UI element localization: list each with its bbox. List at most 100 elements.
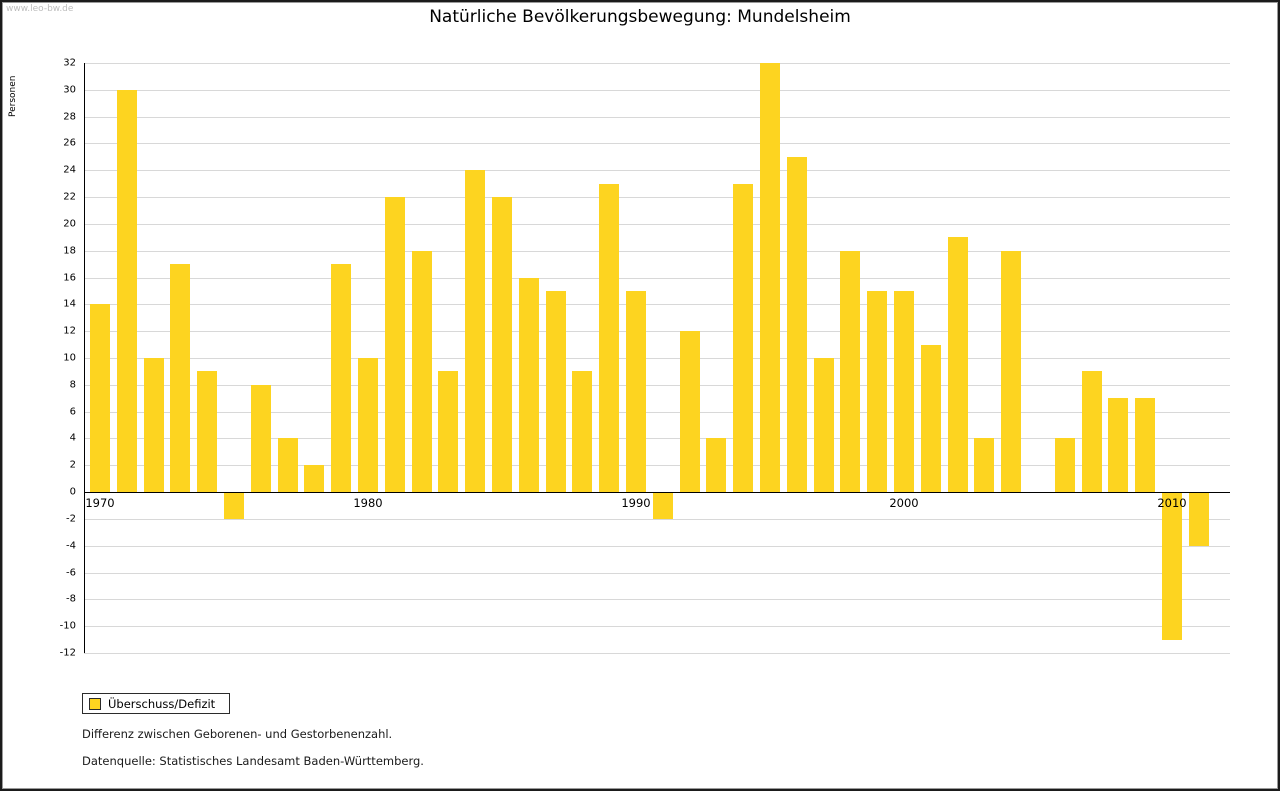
y-tick-label: -4 [66, 540, 76, 552]
watermark: www.leo-bw.de [6, 4, 74, 14]
bar-2009 [1135, 398, 1156, 493]
y-tick-label: 14 [63, 298, 76, 310]
gridline [84, 653, 1230, 654]
chart-title: Natürliche Bevölkerungsbewegung: Mundels… [429, 7, 851, 27]
y-tick-label: 4 [69, 432, 76, 444]
bar-2004 [1001, 250, 1022, 493]
x-tick-label: 1980 [353, 496, 383, 511]
y-tick-label: 12 [63, 325, 76, 337]
bar-1984 [465, 170, 486, 493]
y-tick-label: 20 [63, 218, 76, 230]
gridline [84, 465, 1230, 467]
bar-2003 [974, 438, 995, 493]
y-tick-label: 26 [63, 137, 76, 149]
bar-1976 [250, 384, 271, 493]
legend: Überschuss/Defizit [82, 693, 231, 714]
bar-2001 [920, 344, 941, 493]
bar-1994 [733, 183, 754, 493]
bar-1981 [384, 197, 405, 493]
gridline [84, 358, 1230, 359]
y-tick-label: 10 [63, 352, 76, 364]
bar-2007 [1081, 371, 1102, 493]
gridline [84, 599, 1230, 601]
y-tick-label: 0 [69, 486, 76, 498]
bar-2000 [894, 290, 914, 493]
x-tick-label: 2000 [889, 496, 919, 511]
bar-1971 [116, 89, 137, 493]
y-tick-label: 18 [63, 245, 76, 257]
bar-1983 [438, 371, 459, 493]
y-tick-label: 30 [63, 84, 76, 96]
bar-1986 [518, 277, 539, 493]
x-tick-label: 1970 [85, 496, 115, 511]
gridline [84, 170, 1230, 172]
gridline [84, 250, 1230, 252]
y-tick-label: 6 [69, 406, 76, 418]
y-tick-label: 16 [63, 272, 76, 284]
bar-1997 [813, 358, 834, 493]
bar-1988 [572, 371, 593, 493]
bar-2011 [1188, 492, 1209, 546]
y-tick-label: -12 [59, 647, 76, 659]
bar-1978 [304, 465, 325, 493]
gridline [84, 197, 1230, 199]
gridline [84, 223, 1230, 225]
bar-2010 [1162, 492, 1182, 640]
y-tick-label: -10 [59, 620, 76, 632]
y-axis-line [84, 63, 85, 653]
bar-1982 [411, 250, 432, 493]
gridline [84, 304, 1230, 306]
bar-1992 [679, 331, 700, 493]
bar-1985 [492, 197, 512, 493]
bar-1980 [358, 358, 378, 493]
bar-1990 [626, 290, 646, 493]
bar-1987 [545, 290, 566, 493]
gridline [84, 143, 1230, 145]
legend-swatch-icon [89, 697, 101, 710]
bar-1998 [840, 250, 861, 493]
bar-1989 [599, 183, 620, 493]
gridline [84, 63, 1230, 64]
bar-1979 [331, 264, 352, 493]
bar-1991 [652, 492, 673, 519]
gridline [84, 572, 1230, 574]
y-tick-label: 24 [63, 164, 76, 176]
bar-1972 [143, 358, 164, 493]
y-tick-label: 32 [63, 57, 76, 69]
gridline [84, 89, 1230, 91]
y-tick-label: -2 [66, 513, 76, 525]
y-tick-label: -8 [66, 593, 76, 605]
gridline [84, 545, 1230, 547]
bar-1993 [706, 438, 727, 493]
x-axis-line [84, 492, 1230, 494]
y-tick-label: 22 [63, 191, 76, 203]
bar-2008 [1108, 398, 1129, 493]
gridline [84, 411, 1230, 413]
bar-1974 [197, 371, 218, 493]
y-tick-label: 28 [63, 111, 76, 123]
x-tick-label: 2010 [1157, 496, 1187, 511]
x-tick-label: 1990 [621, 496, 651, 511]
bar-1977 [277, 438, 298, 493]
footnote-description: Differenz zwischen Geborenen- und Gestor… [82, 727, 393, 741]
gridline [84, 384, 1230, 386]
bar-1996 [786, 156, 807, 493]
bar-1973 [170, 264, 191, 493]
footnote-source: Datenquelle: Statistisches Landesamt Bad… [82, 754, 424, 768]
gridline [84, 518, 1230, 520]
gridline [84, 116, 1230, 118]
gridline [84, 331, 1230, 333]
y-tick-label: 8 [69, 379, 76, 391]
gridline [84, 626, 1230, 628]
legend-label: Überschuss/Defizit [108, 696, 216, 711]
gridline [84, 277, 1230, 279]
bar-1999 [867, 290, 888, 493]
bar-1975 [224, 492, 244, 519]
bar-1970 [90, 304, 110, 493]
bar-2002 [947, 237, 968, 493]
bar-2006 [1054, 438, 1075, 493]
y-tick-label: 2 [69, 459, 76, 471]
gridline [84, 438, 1230, 440]
